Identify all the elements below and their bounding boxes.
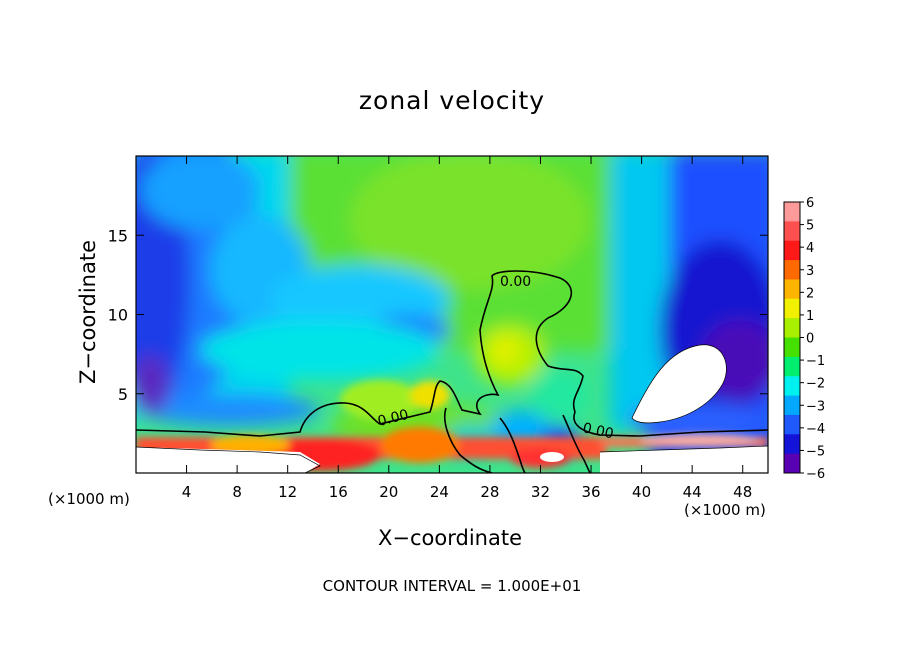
- chart-title: zonal velocity: [358, 86, 546, 115]
- colorbar-label: −2: [806, 377, 825, 392]
- colorbar-swatch: [784, 298, 800, 319]
- x-axis: 4 8 12 16 20 24 28 32 36 40 44 48: [182, 156, 752, 501]
- x-tick-label: 44: [683, 483, 702, 501]
- y-axis: 5 10 15: [108, 226, 768, 404]
- x-tick-label: 28: [480, 483, 499, 501]
- x-tick-label: 48: [733, 483, 752, 501]
- colorbar-label: −6: [806, 467, 825, 482]
- colorbar-label: 5: [806, 219, 814, 234]
- x-tick-label: 24: [430, 483, 449, 501]
- colorbar-label: 3: [806, 264, 814, 279]
- x-tick-label: 20: [379, 483, 398, 501]
- contour-interval-note: CONTOUR INTERVAL = 1.000E+01: [322, 577, 582, 595]
- y-axis-unit: (×1000 m): [48, 490, 130, 508]
- contour-label: 0.00: [376, 407, 410, 430]
- colorbar-label: 4: [806, 241, 814, 256]
- colorbar-swatch: [784, 453, 800, 474]
- colorbar-swatch: [784, 337, 800, 358]
- colorbar-label: −5: [806, 444, 825, 459]
- y-tick-label: 5: [118, 385, 128, 404]
- x-tick-label: 16: [329, 483, 348, 501]
- zero-contours: [136, 270, 768, 473]
- colorbar-swatch: [784, 260, 800, 280]
- colorbar-swatch: [784, 221, 800, 242]
- colorbar-label: 2: [806, 286, 814, 301]
- colorbar-label: −4: [806, 422, 825, 437]
- colorbar-label: 1: [806, 309, 814, 324]
- contour-label: 0.00: [500, 274, 531, 290]
- x-axis-label: X−coordinate: [378, 526, 522, 550]
- colorbar-swatch: [784, 376, 800, 397]
- colorbar-swatch: [784, 202, 800, 222]
- x-tick-label: 36: [581, 483, 600, 501]
- colorbar-swatch: [784, 356, 800, 377]
- x-tick-label: 8: [232, 483, 242, 501]
- x-axis-unit: (×1000 m): [684, 501, 766, 519]
- colorbar-swatch: [784, 395, 800, 416]
- x-tick-label: 4: [182, 483, 192, 501]
- y-tick-label: 15: [108, 226, 128, 245]
- contour-label-group: 0.00 0.00 0.00: [376, 274, 615, 442]
- x-tick-label: 32: [531, 483, 550, 501]
- colorbar: 6 5 4 3 2 1 0 −1 −2 −3 −4 −5 −6: [783, 196, 825, 482]
- colorbar-swatch: [784, 414, 800, 435]
- thin-contours: [136, 344, 768, 473]
- colorbar-label: 6: [806, 196, 814, 211]
- colorbar-label: −3: [806, 399, 825, 414]
- colorbar-label: −1: [806, 354, 825, 369]
- x-tick-label: 40: [632, 483, 651, 501]
- colorbar-swatch: [784, 318, 800, 338]
- velocity-field: [136, 156, 768, 473]
- colorbar-label: 0: [806, 332, 814, 347]
- colorbar-swatch: [784, 434, 800, 455]
- colorbar-swatch: [784, 279, 800, 300]
- x-tick-label: 12: [278, 483, 297, 501]
- contour-label: 0.00: [581, 420, 615, 442]
- y-tick-label: 10: [108, 306, 128, 325]
- colorbar-swatch: [784, 240, 800, 261]
